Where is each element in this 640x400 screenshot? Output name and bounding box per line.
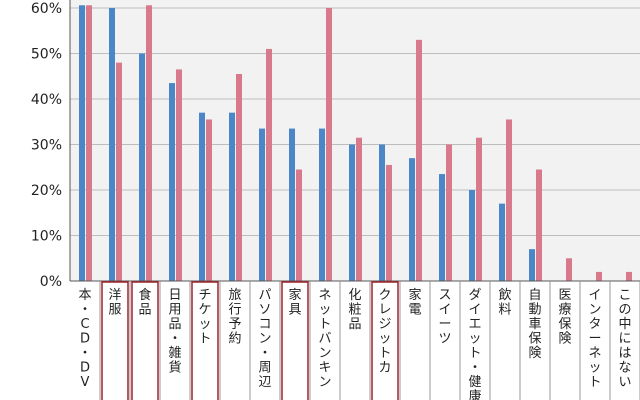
bar-series-2 <box>116 62 122 281</box>
category-label: この中にはない <box>618 288 631 390</box>
axes <box>69 0 640 282</box>
category-label: チケット <box>198 288 211 347</box>
y-tick-label: 10% <box>31 229 62 245</box>
category-label: 家具 <box>288 287 301 318</box>
bar-series-2 <box>476 137 482 281</box>
bar-series-1 <box>529 249 535 281</box>
bar-series-2 <box>596 271 602 281</box>
bar-series-2 <box>506 119 512 281</box>
category-label: スイーツ <box>438 288 451 347</box>
bar-series-2 <box>386 164 392 281</box>
y-tick-labels: 0% 10% 20% 30% 40% 50% 60% <box>31 1 62 290</box>
bar-series-1 <box>469 190 475 281</box>
category-label: 洋服 <box>108 288 121 318</box>
category-label: 日用品・雑貨 <box>168 288 181 376</box>
y-tick-label: 50% <box>31 47 62 63</box>
bar-series-1 <box>229 112 235 282</box>
category-label: 飲料 <box>498 287 511 318</box>
bar-series-1 <box>169 83 175 281</box>
bar-series-2 <box>146 5 152 282</box>
category-highlight-box <box>281 281 309 400</box>
bar-series-1 <box>409 158 415 281</box>
y-tick-label: 0% <box>40 274 62 290</box>
bar-series-2 <box>416 39 422 281</box>
bar-series-1 <box>109 8 115 281</box>
bar-series-2 <box>206 119 212 281</box>
category-highlight-box <box>191 281 219 400</box>
y-tick-label: 30% <box>31 138 62 154</box>
bar-series-1 <box>319 128 325 281</box>
bar-series-1 <box>139 53 145 281</box>
category-label: 旅行予約 <box>228 288 241 347</box>
bar-series-1 <box>379 144 385 281</box>
category-label: 家電 <box>408 287 421 318</box>
bar-series-2 <box>446 144 452 281</box>
bars <box>79 5 632 282</box>
bar-series-2 <box>536 169 542 281</box>
bar-series-1 <box>79 5 85 282</box>
category-label: クレジットカ <box>378 288 391 376</box>
category-highlight-box <box>131 281 159 400</box>
y-tick-label: 60% <box>31 1 62 17</box>
bar-series-1 <box>289 128 295 281</box>
bar-series-1 <box>439 174 445 281</box>
bar-series-2 <box>176 69 182 281</box>
category-label: 食品 <box>138 287 151 318</box>
bar-series-2 <box>566 258 572 281</box>
bar-series-2 <box>356 137 362 281</box>
bar-series-1 <box>349 144 355 281</box>
bar-series-1 <box>199 112 205 282</box>
bar-series-2 <box>626 271 632 281</box>
y-tick-label: 40% <box>31 92 62 108</box>
bar-series-2 <box>326 8 332 281</box>
category-label: 化粧品 <box>348 288 361 332</box>
category-label: 医療保険 <box>558 288 571 347</box>
category-label: ダイエット・健康 <box>468 288 481 400</box>
category-label: ネットバンキン <box>318 288 331 390</box>
category-highlight-box <box>101 281 129 400</box>
bar-series-1 <box>499 203 505 281</box>
bar-series-2 <box>296 169 302 281</box>
category-label: パソコン・周辺 <box>258 288 271 390</box>
bar-series-1 <box>259 128 265 281</box>
category-highlight-box <box>371 281 399 400</box>
y-tick-label: 20% <box>31 183 62 199</box>
category-label: 本・ C D ・ D V <box>78 288 91 390</box>
category-label: インターネット <box>588 288 601 390</box>
bar-series-2 <box>236 73 242 281</box>
bar-series-2 <box>266 48 272 282</box>
category-label: 自動車保険 <box>528 288 541 361</box>
bar-series-2 <box>86 5 92 282</box>
